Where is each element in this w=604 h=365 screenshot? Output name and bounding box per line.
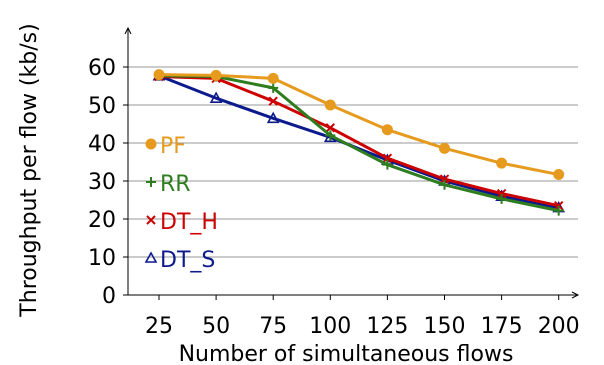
legend: PF RR DT_H DT_S	[144, 134, 218, 273]
series-line	[158, 75, 560, 208]
x-tick-label: 75	[259, 314, 287, 339]
legend-item-dt-h: DT_H	[146, 210, 218, 235]
data-point	[496, 193, 507, 204]
legend-marker	[145, 138, 157, 150]
y-tick-label: 10	[88, 246, 116, 271]
legend-label: DT_H	[160, 210, 218, 235]
legend-item-pf: PF	[145, 134, 186, 159]
data-point	[325, 123, 336, 133]
x-tick-label: 150	[424, 314, 466, 339]
y-tick-label: 0	[102, 284, 116, 309]
legend-item-rr: RR	[146, 172, 191, 197]
data-point	[209, 91, 223, 103]
series-line	[158, 73, 559, 177]
series-pf	[153, 69, 565, 181]
series-rr	[154, 70, 564, 216]
series-dt-s	[152, 69, 566, 213]
y-axis-label: Throughput per flow (kb/s)	[17, 23, 42, 317]
legend-label: RR	[160, 172, 191, 197]
data-point	[382, 153, 393, 163]
data-point	[439, 174, 450, 184]
axes	[123, 26, 580, 300]
data-point	[210, 69, 222, 81]
legend-label: PF	[160, 134, 186, 159]
legend-label: DT_S	[160, 248, 215, 273]
x-axis-label: Number of simultaneous flows	[179, 342, 514, 365]
data-point	[324, 99, 336, 111]
x-tick-labels: 25 50 75 100 125 150 175 200	[145, 314, 580, 339]
y-tick-label: 50	[88, 94, 116, 119]
x-tick-label: 100	[309, 314, 351, 339]
x-tick-label: 50	[202, 314, 230, 339]
legend-item-dt-s: DT_S	[144, 248, 215, 273]
data-point	[439, 179, 450, 190]
data-point	[553, 169, 565, 181]
data-point	[439, 142, 450, 154]
y-tick-labels: 0 10 20 30 40 50 60	[88, 56, 116, 309]
data-point	[553, 205, 564, 216]
y-tick-label: 20	[88, 208, 116, 233]
data-point	[268, 96, 278, 106]
y-tick-label: 30	[88, 170, 116, 195]
data-point	[382, 159, 393, 170]
data-point	[496, 157, 508, 169]
data-point	[325, 130, 336, 141]
legend-marker	[146, 215, 156, 225]
data-point	[267, 72, 279, 84]
legend-marker	[146, 177, 156, 187]
y-tick-label: 60	[88, 56, 116, 81]
y-axis-arrow	[124, 26, 132, 35]
series-lines	[152, 69, 566, 216]
data-point	[153, 69, 165, 81]
series-line	[158, 74, 560, 213]
x-axis-arrow	[571, 291, 580, 299]
data-point	[381, 124, 393, 136]
data-point	[268, 82, 279, 93]
data-point	[496, 188, 507, 199]
legend-marker	[144, 251, 158, 263]
x-tick-label: 125	[366, 314, 408, 339]
x-tick-label: 175	[481, 314, 523, 339]
x-tick-label: 25	[145, 314, 173, 339]
data-point	[266, 111, 280, 124]
grid-lines	[128, 66, 578, 258]
y-tick-label: 40	[88, 132, 116, 157]
x-tick-label: 200	[538, 314, 580, 339]
